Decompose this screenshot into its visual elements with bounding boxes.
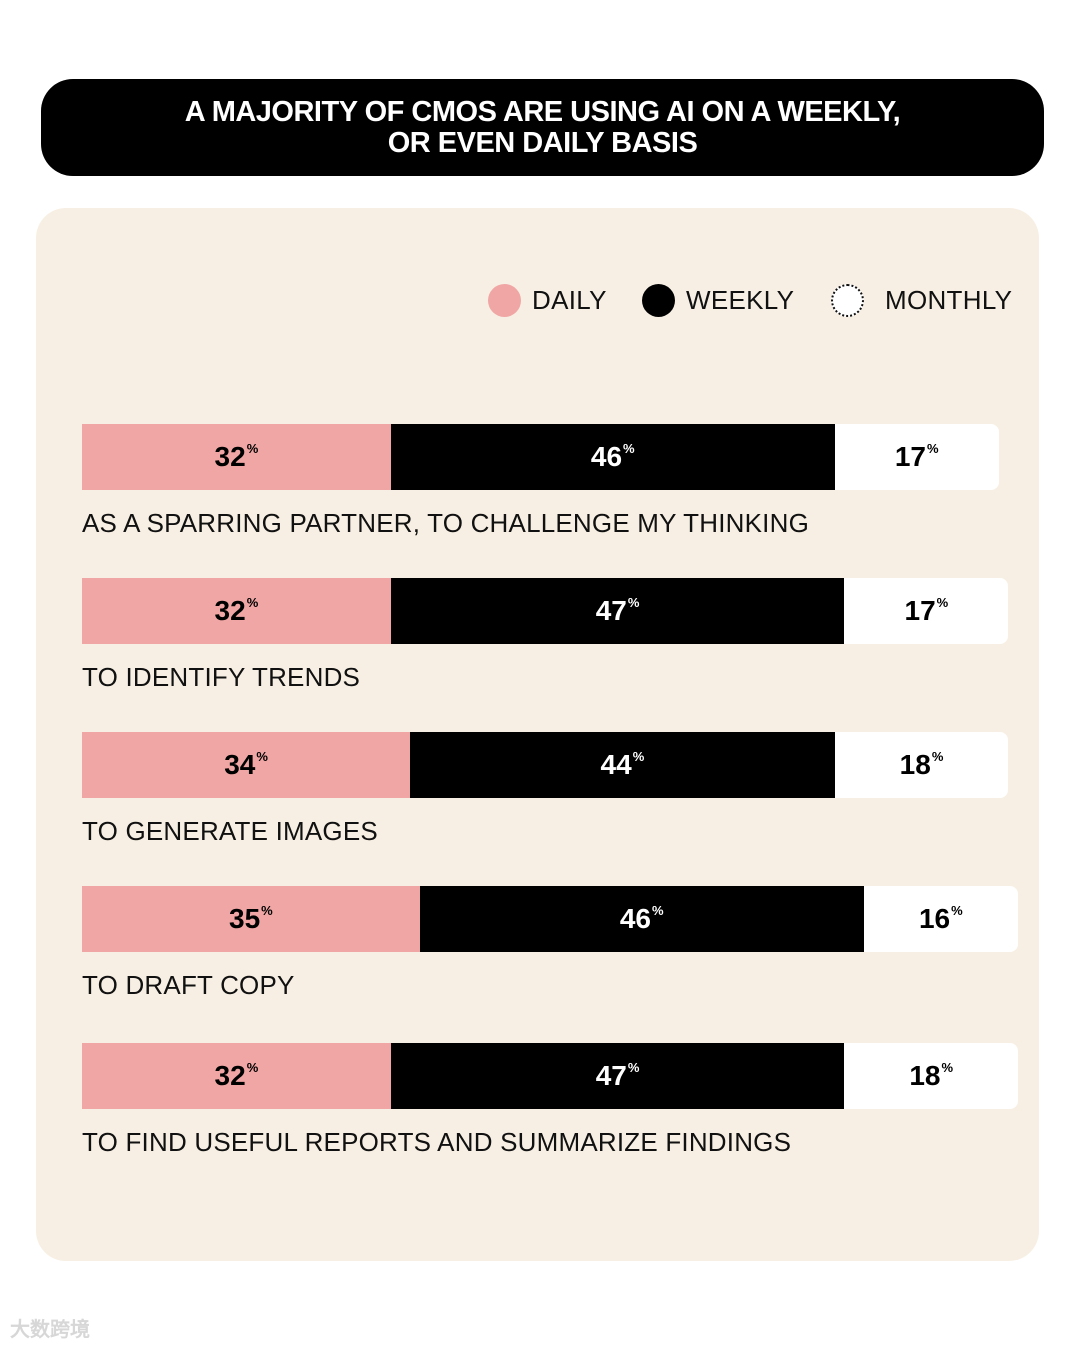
data-label-weekly: 47 — [595, 595, 627, 626]
data-label-daily: 32 — [214, 1060, 246, 1091]
bar-segment-weekly: 47% — [390, 578, 845, 644]
chart-title-line-2: OR EVEN DAILY BASIS — [387, 126, 698, 159]
data-label-monthly: 17 — [894, 441, 926, 472]
data-label-weekly: 47 — [595, 1060, 627, 1091]
data-label-unit: % — [246, 440, 259, 456]
bar-segment-daily: 32% — [82, 424, 391, 490]
data-label-monthly: 16 — [918, 903, 951, 934]
data-label-unit: % — [927, 440, 939, 456]
bar-row-5: 32% 47% 18% — [82, 1043, 1019, 1109]
category-label: TO FIND USEFUL REPORTS AND SUMMARIZE FIN… — [82, 1127, 792, 1157]
legend-weekly-label: WEEKLY — [686, 285, 795, 315]
data-label-unit: % — [632, 748, 645, 764]
bar-segment-monthly: 16% — [863, 886, 1019, 952]
category-label: TO DRAFT COPY — [82, 970, 295, 1000]
data-label-unit: % — [623, 440, 635, 456]
data-label-unit: % — [951, 902, 963, 918]
category-label: TO IDENTIFY TRENDS — [82, 662, 361, 692]
bar-segment-daily: 34% — [82, 732, 411, 798]
data-label-weekly: 44 — [600, 749, 632, 780]
data-label-unit: % — [936, 594, 949, 610]
data-label-unit: % — [246, 1059, 259, 1075]
data-label-monthly: 18 — [899, 749, 931, 780]
bar-row-3: 34% 44% 18% — [82, 732, 1009, 798]
legend-monthly-swatch — [831, 284, 864, 317]
data-label-unit: % — [261, 902, 273, 918]
bar-segment-weekly: 46% — [419, 886, 864, 952]
legend-weekly-swatch — [642, 284, 675, 317]
bar-row-4: 35% 46% 16% — [82, 886, 1019, 952]
data-label-unit: % — [627, 1059, 640, 1075]
chart-title-line-1: A MAJORITY OF CMOS ARE USING AI ON A WEE… — [184, 95, 901, 128]
bar-segment-monthly: 18% — [834, 732, 1009, 798]
data-label-unit: % — [941, 1059, 954, 1075]
category-label: TO GENERATE IMAGES — [82, 816, 378, 846]
category-label: AS A SPARRING PARTNER, TO CHALLENGE MY T… — [82, 508, 810, 538]
legend-monthly: MONTHLY — [831, 284, 1012, 317]
bar-segment-daily: 35% — [82, 886, 420, 952]
data-label-unit: % — [246, 594, 259, 610]
data-label-unit: % — [931, 748, 944, 764]
bar-segment-weekly: 44% — [410, 732, 835, 798]
bar-segment-weekly: 47% — [390, 1043, 845, 1109]
data-label-monthly: 17 — [904, 595, 936, 626]
data-label-unit: % — [256, 748, 268, 764]
data-label-weekly: 46 — [619, 903, 651, 934]
legend-weekly: WEEKLY — [642, 284, 794, 317]
bar-row-1: 32% 46% 17% — [82, 424, 999, 490]
chart-title: A MAJORITY OF CMOS ARE USING AI ON A WEE… — [41, 79, 1044, 176]
data-label-unit: % — [651, 902, 664, 918]
data-label-daily: 32 — [214, 595, 246, 626]
data-label-daily: 35 — [229, 903, 261, 934]
bar-segment-monthly: 17% — [844, 578, 1009, 644]
data-label-weekly: 46 — [590, 441, 623, 472]
data-label-unit: % — [627, 594, 640, 610]
data-label-daily: 34 — [224, 749, 256, 780]
legend-daily-label: DAILY — [532, 285, 607, 315]
bar-segment-daily: 32% — [82, 1043, 391, 1109]
bar-segment-weekly: 46% — [390, 424, 835, 490]
legend-daily-swatch — [488, 284, 521, 317]
bar-row-2: 32% 47% 17% — [82, 578, 1009, 644]
bar-segment-monthly: 18% — [844, 1043, 1019, 1109]
data-label-daily: 32 — [214, 441, 246, 472]
legend-daily: DAILY — [488, 284, 607, 317]
bar-segment-daily: 32% — [82, 578, 391, 644]
watermark: 大数跨境 — [10, 1319, 90, 1341]
bar-segment-monthly: 17% — [834, 424, 999, 490]
data-label-monthly: 18 — [909, 1060, 941, 1091]
legend-monthly-label: MONTHLY — [885, 285, 1013, 315]
